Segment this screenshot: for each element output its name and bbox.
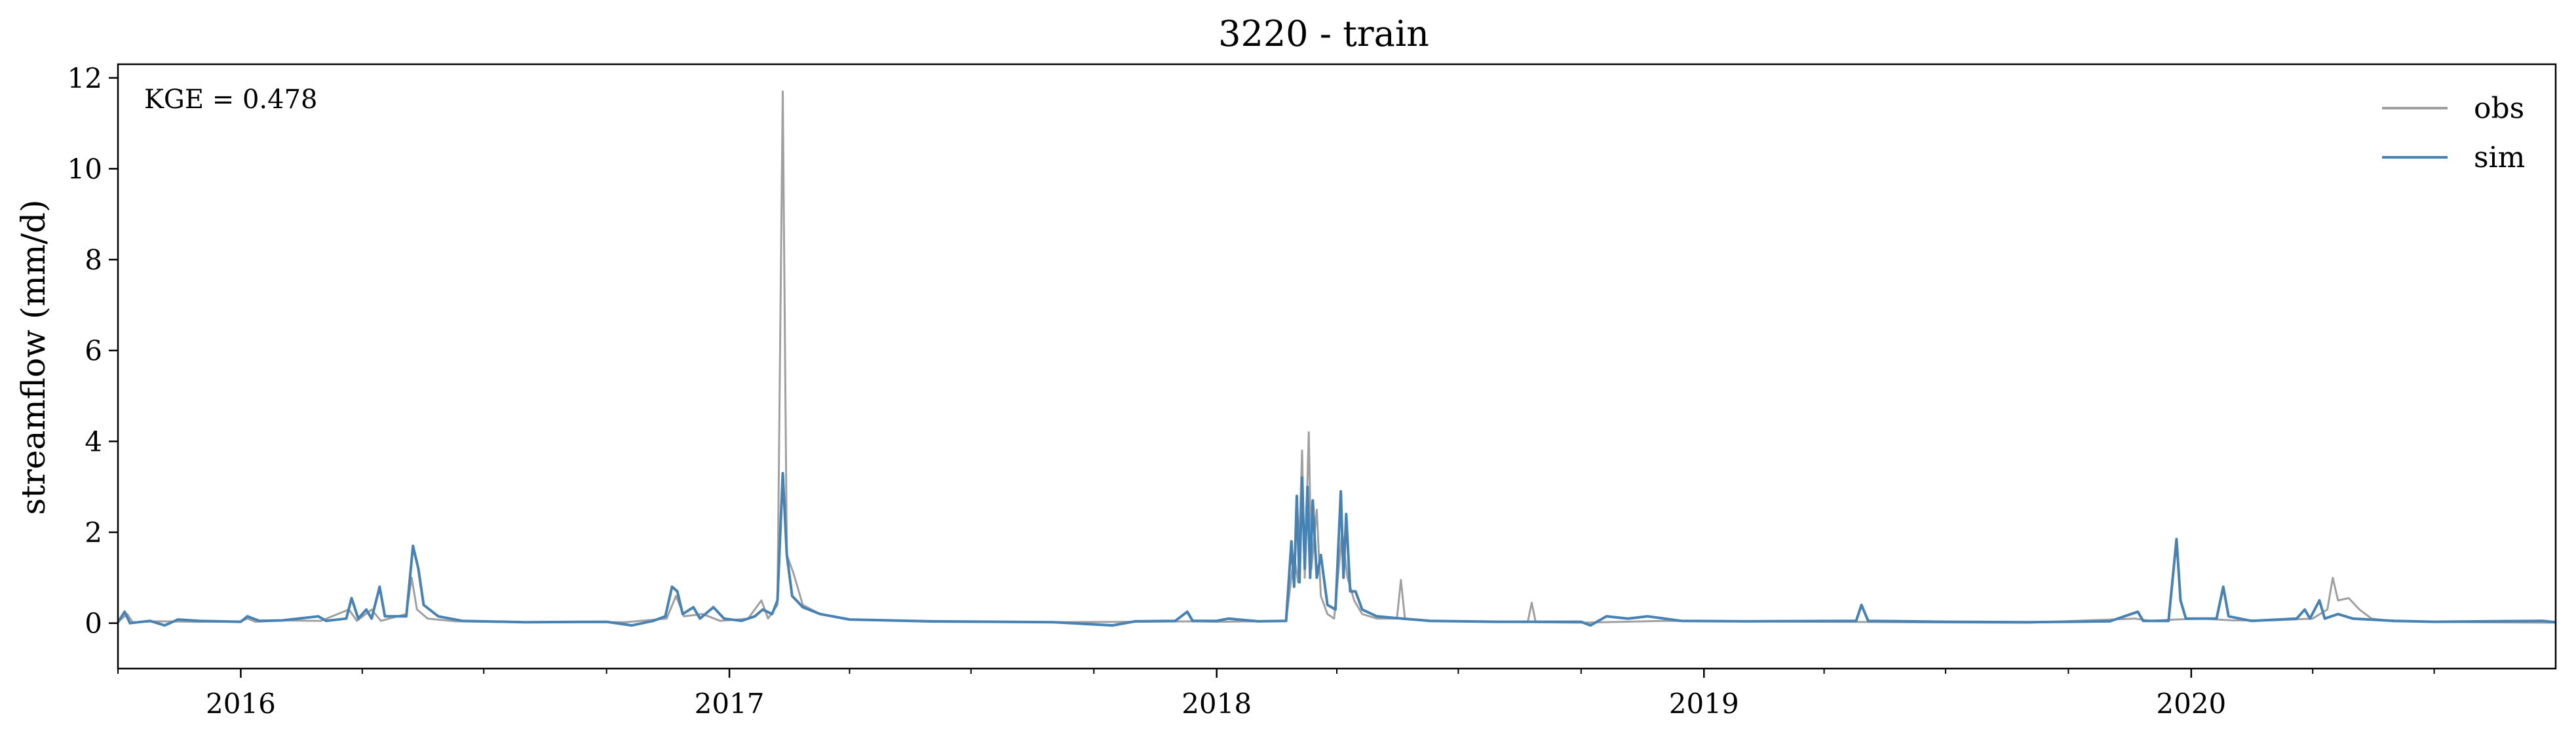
- plot-area: [117, 63, 2557, 670]
- y-tick-label: 4: [85, 425, 102, 458]
- series-line-sim: [118, 471, 2556, 627]
- x-tick-label: 2016: [206, 688, 276, 720]
- x-tick-label: 2018: [1182, 688, 1252, 720]
- legend-label-obs: obs: [2474, 92, 2524, 125]
- x-tick-label: 2017: [695, 688, 765, 720]
- y-tick-label: 10: [67, 153, 102, 185]
- series-line-obs: [118, 90, 2556, 624]
- y-tick-label: 2: [85, 517, 102, 549]
- x-axis: 2016 2017 2018 2019 2020: [117, 669, 2435, 720]
- y-tick-label: 8: [85, 244, 102, 276]
- y-tick-label: 0: [85, 608, 102, 640]
- chart-title: 3220 - train: [1218, 13, 1429, 54]
- y-axis-label: streamflow (mm/d): [14, 199, 52, 515]
- y-tick-label: 6: [85, 335, 102, 367]
- legend-label-sim: sim: [2474, 141, 2525, 174]
- legend: obs sim: [2382, 92, 2525, 174]
- kge-annotation: KGE = 0.478: [144, 85, 318, 115]
- x-tick-label: 2020: [2156, 688, 2226, 720]
- y-axis: 0 2 4 6 8 10 12: [67, 62, 118, 640]
- series-layer: [118, 90, 2556, 627]
- x-tick-label: 2019: [1669, 688, 1739, 720]
- y-tick-label: 12: [67, 62, 102, 94]
